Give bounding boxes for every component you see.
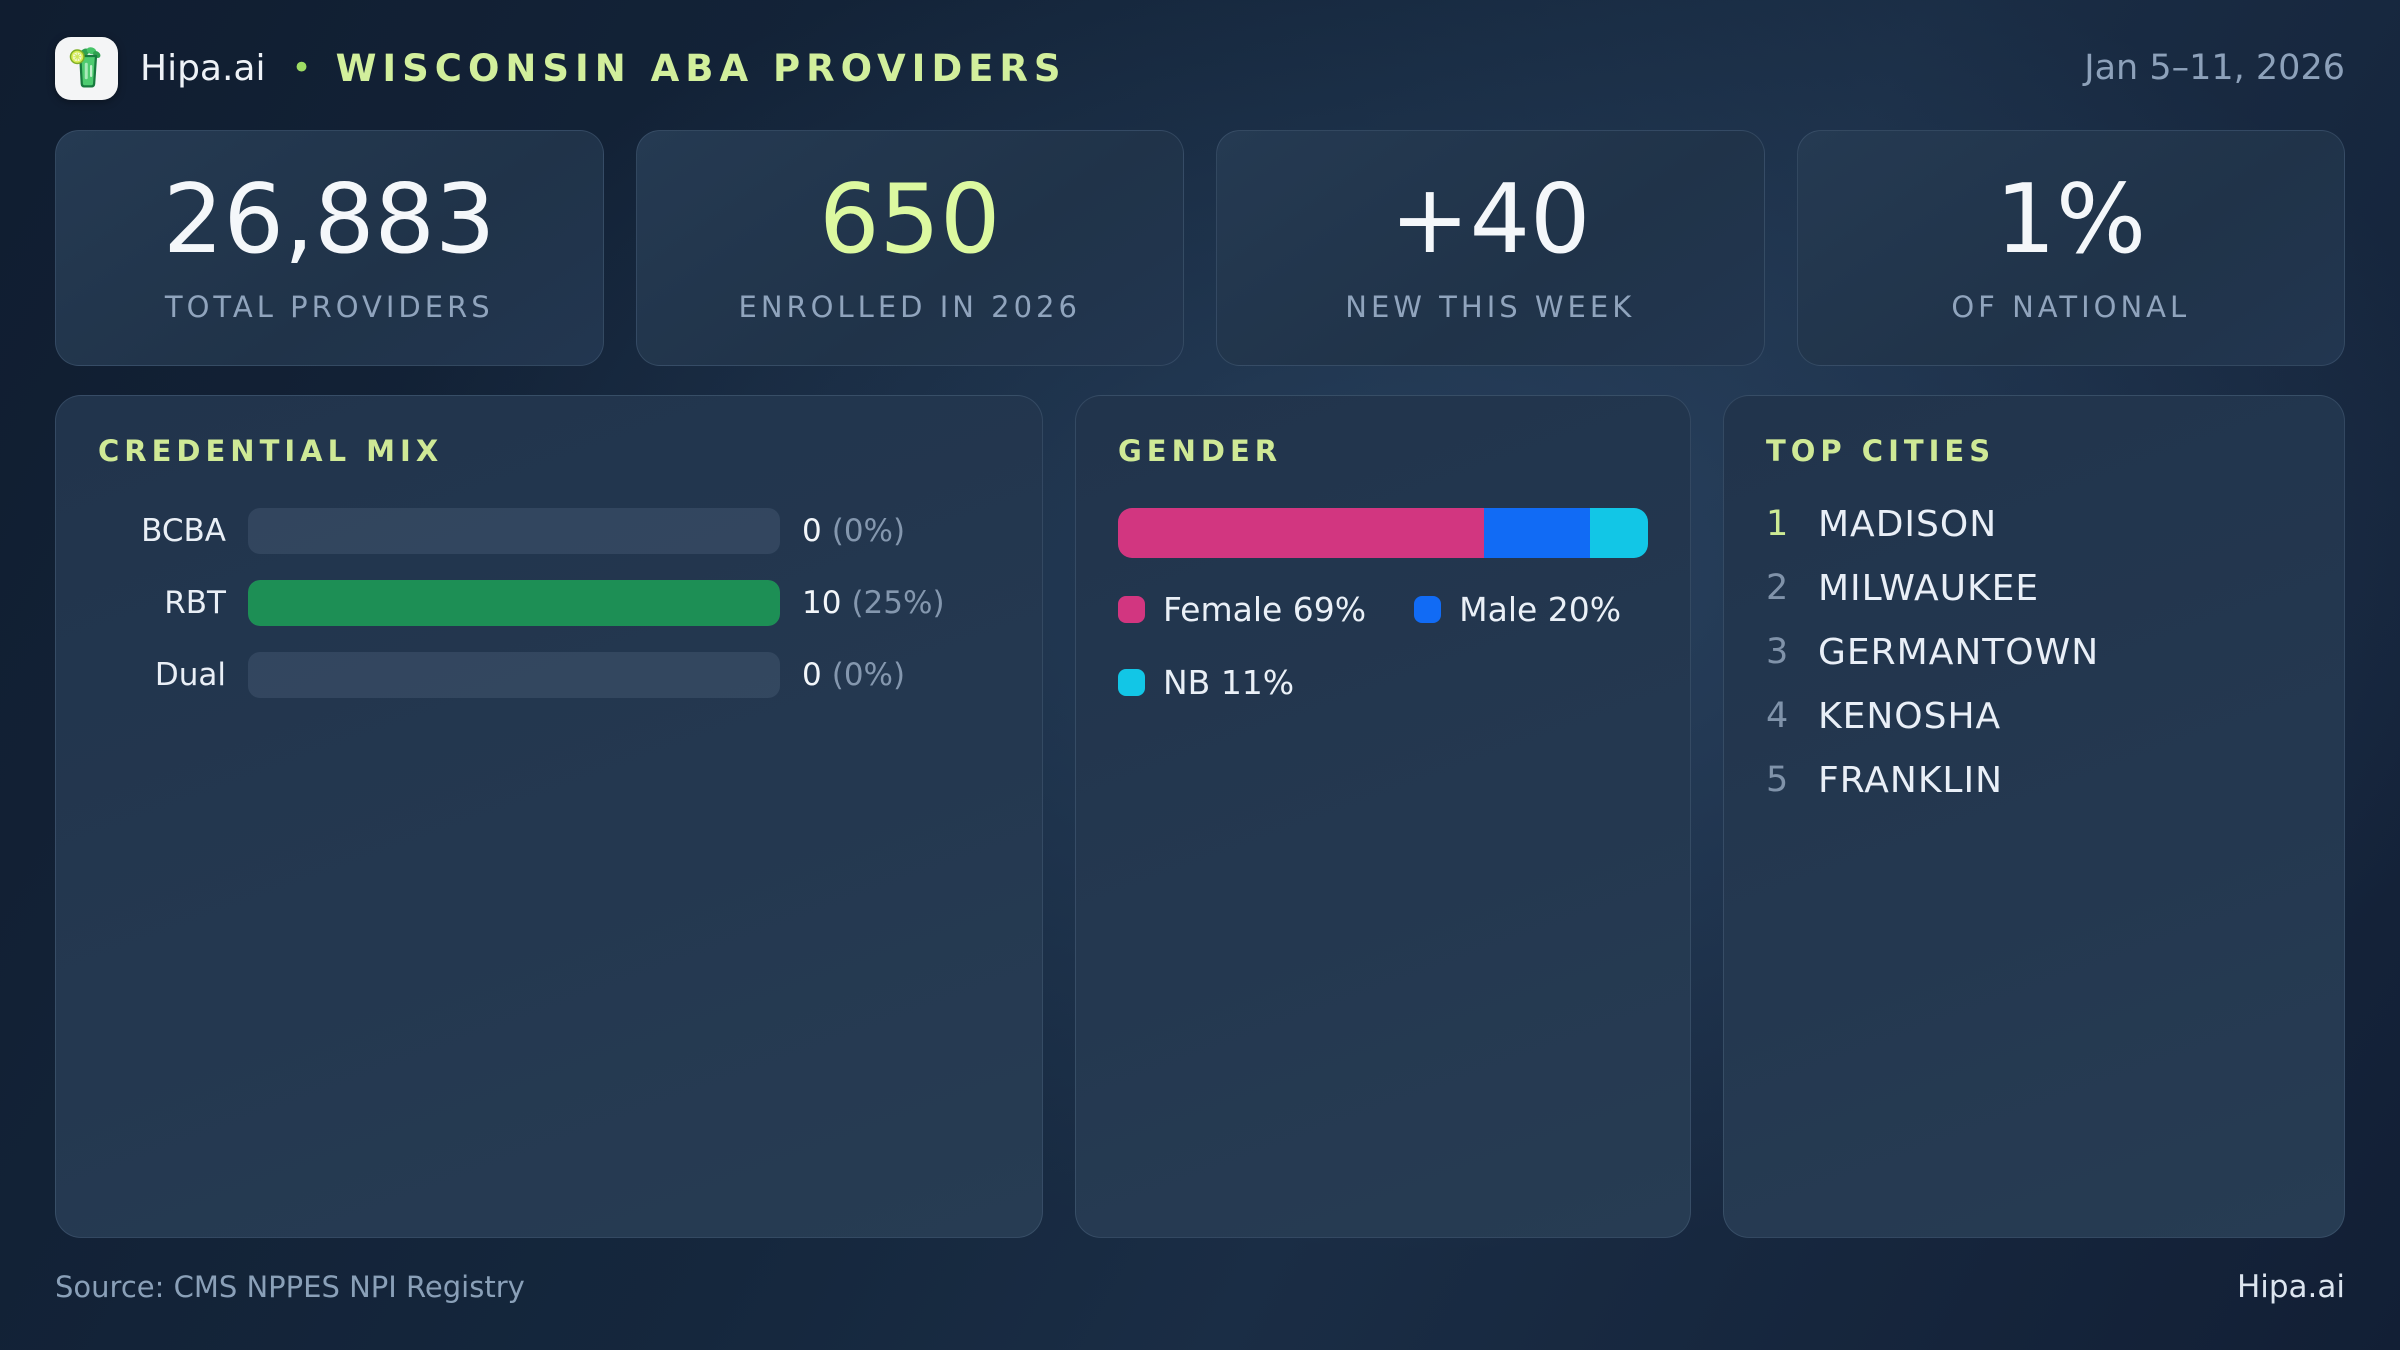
gender-legend: Female 69% Male 20% NB 11% bbox=[1118, 590, 1648, 702]
gender-title: GENDER bbox=[1118, 434, 1283, 468]
credential-value: 0 (0%) bbox=[802, 657, 905, 693]
kpi-row: 26,883 TOTAL PROVIDERS 650 ENROLLED IN 2… bbox=[55, 130, 2345, 366]
legend-row: NB 11% bbox=[1118, 663, 1648, 702]
credential-row-rbt: RBT 10 (25%) bbox=[98, 580, 1000, 626]
credential-percent: (0%) bbox=[831, 657, 906, 693]
credential-percent: (0%) bbox=[831, 513, 906, 549]
city-name: FRANKLIN bbox=[1818, 759, 2004, 801]
kpi-label: OF NATIONAL bbox=[1951, 289, 2191, 324]
credential-bars: BCBA 0 (0%) RBT 10 ( bbox=[98, 508, 1000, 698]
brand-name: Hipa.ai bbox=[140, 47, 266, 89]
city-list: 1 MADISON 2 MILWAUKEE 3 GERMANTOWN 4 KEN… bbox=[1766, 503, 2302, 801]
top-cities-panel: TOP CITIES 1 MADISON 2 MILWAUKEE 3 GERMA… bbox=[1723, 395, 2345, 1238]
legend-label: Female 69% bbox=[1163, 590, 1367, 629]
city-row: 2 MILWAUKEE bbox=[1766, 567, 2302, 609]
credential-count: 0 bbox=[802, 657, 822, 693]
gender-segment-nb bbox=[1589, 508, 1648, 558]
kpi-card-of-national: 1% OF NATIONAL bbox=[1796, 130, 2345, 366]
city-rank: 3 bbox=[1766, 632, 1789, 672]
male-swatch-icon bbox=[1414, 596, 1442, 623]
credential-row-bcba: BCBA 0 (0%) bbox=[98, 508, 1000, 554]
city-row: 4 KENOSHA bbox=[1766, 695, 2302, 737]
nb-swatch-icon bbox=[1118, 669, 1145, 696]
bullet-separator: • bbox=[291, 48, 312, 88]
date-range: Jan 5–11, 2026 bbox=[2084, 48, 2345, 88]
brand-group: Hipa.ai • WISCONSIN ABA PROVIDERS bbox=[55, 36, 1067, 100]
credential-label: Dual bbox=[154, 657, 226, 693]
city-rank: 1 bbox=[1766, 504, 1789, 544]
mojito-glass-icon bbox=[55, 36, 118, 100]
legend-label: NB 11% bbox=[1163, 663, 1295, 702]
city-rank: 2 bbox=[1766, 568, 1789, 608]
city-rank: 5 bbox=[1766, 760, 1789, 800]
credential-percent: (25%) bbox=[851, 585, 945, 621]
bar-track bbox=[248, 580, 780, 626]
kpi-label: TOTAL PROVIDERS bbox=[164, 289, 494, 324]
credential-label: RBT bbox=[164, 585, 226, 621]
kpi-card-enrolled: 650 ENROLLED IN 2026 bbox=[635, 130, 1184, 366]
kpi-value: 650 bbox=[819, 164, 1001, 275]
city-row: 5 FRANKLIN bbox=[1766, 759, 2302, 801]
city-rank: 4 bbox=[1766, 696, 1789, 736]
kpi-value: +40 bbox=[1390, 164, 1591, 275]
header-bar: Hipa.ai • WISCONSIN ABA PROVIDERS Jan 5–… bbox=[55, 36, 2345, 100]
city-name: GERMANTOWN bbox=[1818, 631, 2100, 673]
gender-segment-female bbox=[1118, 508, 1484, 558]
bar-track bbox=[248, 652, 780, 698]
city-name: MILWAUKEE bbox=[1818, 567, 2040, 609]
kpi-card-total-providers: 26,883 TOTAL PROVIDERS bbox=[55, 130, 604, 366]
page-title: WISCONSIN ABA PROVIDERS bbox=[335, 46, 1067, 90]
footer-bar: Source: CMS NPPES NPI Registry Hipa.ai bbox=[55, 1238, 2345, 1350]
data-source-note: Source: CMS NPPES NPI Registry bbox=[55, 1270, 525, 1304]
city-name: KENOSHA bbox=[1818, 695, 2002, 737]
gender-stacked-bar bbox=[1118, 508, 1648, 558]
gender-panel: GENDER Female 69% Male 20% bbox=[1075, 395, 1691, 1238]
legend-label: Male 20% bbox=[1459, 590, 1622, 629]
legend-row: Female 69% Male 20% bbox=[1118, 590, 1648, 629]
kpi-card-new-this-week: +40 NEW THIS WEEK bbox=[1216, 130, 1765, 366]
credential-mix-title: CREDENTIAL MIX bbox=[98, 434, 444, 468]
bar-track bbox=[248, 508, 780, 554]
kpi-label: ENROLLED IN 2026 bbox=[738, 289, 1081, 324]
credential-count: 0 bbox=[802, 513, 822, 549]
credential-value: 0 (0%) bbox=[802, 513, 905, 549]
gender-segment-male bbox=[1483, 508, 1590, 558]
city-name: MADISON bbox=[1818, 503, 1998, 545]
kpi-value: 26,883 bbox=[163, 164, 496, 275]
kpi-label: NEW THIS WEEK bbox=[1345, 289, 1636, 324]
credential-row-dual: Dual 0 (0%) bbox=[98, 652, 1000, 698]
female-swatch-icon bbox=[1118, 596, 1145, 623]
bar-fill bbox=[248, 580, 780, 626]
footer-brand: Hipa.ai bbox=[2236, 1269, 2345, 1305]
legend-item-nb: NB 11% bbox=[1118, 663, 1294, 702]
legend-item-male: Male 20% bbox=[1414, 590, 1621, 629]
legend-item-female: Female 69% bbox=[1118, 590, 1366, 629]
city-row: 3 GERMANTOWN bbox=[1766, 631, 2302, 673]
kpi-value: 1% bbox=[1995, 164, 2147, 275]
panels-row: CREDENTIAL MIX BCBA 0 (0%) RBT bbox=[55, 395, 2345, 1238]
credential-value: 10 (25%) bbox=[802, 585, 945, 621]
credential-mix-panel: CREDENTIAL MIX BCBA 0 (0%) RBT bbox=[55, 395, 1043, 1238]
credential-count: 10 bbox=[802, 585, 842, 621]
city-row: 1 MADISON bbox=[1766, 503, 2302, 545]
credential-label: BCBA bbox=[141, 513, 226, 549]
top-cities-title: TOP CITIES bbox=[1766, 434, 1996, 468]
